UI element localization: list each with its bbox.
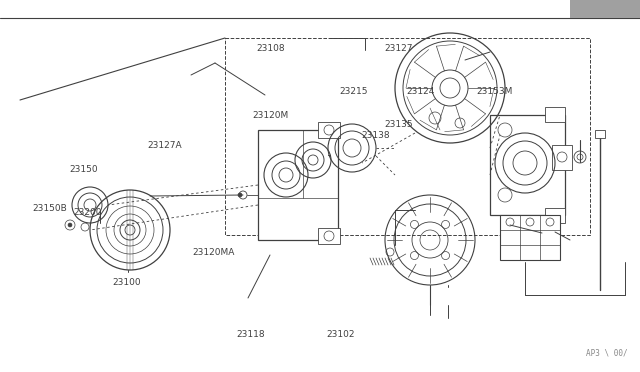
Text: 23150B: 23150B: [32, 204, 67, 213]
Circle shape: [238, 193, 242, 197]
Text: 23120MA: 23120MA: [192, 248, 234, 257]
Bar: [552, 145, 572, 170]
Bar: [490, 115, 565, 215]
Bar: [258, 130, 338, 240]
Bar: [318, 228, 340, 244]
Bar: [595, 130, 605, 138]
Text: 23124: 23124: [406, 87, 435, 96]
Text: 23138: 23138: [362, 131, 390, 140]
Bar: [545, 107, 565, 122]
Text: 23150: 23150: [69, 165, 98, 174]
Text: 23215: 23215: [339, 87, 368, 96]
Text: 23200: 23200: [74, 208, 102, 217]
Text: 23118: 23118: [237, 330, 266, 339]
Text: 23102: 23102: [326, 330, 355, 339]
Circle shape: [68, 223, 72, 227]
Text: 23127: 23127: [384, 44, 413, 53]
Bar: [545, 208, 565, 223]
Text: 23135: 23135: [384, 120, 413, 129]
Text: 23120M: 23120M: [253, 111, 289, 120]
Bar: [318, 122, 340, 138]
Text: 23100: 23100: [112, 278, 141, 287]
Text: 23153M: 23153M: [477, 87, 513, 96]
Bar: [570, 0, 640, 18]
Text: 23127A: 23127A: [147, 141, 182, 150]
Text: 23108: 23108: [256, 44, 285, 53]
Bar: [500, 215, 560, 260]
Text: AP3 \ 00/: AP3 \ 00/: [586, 349, 628, 358]
